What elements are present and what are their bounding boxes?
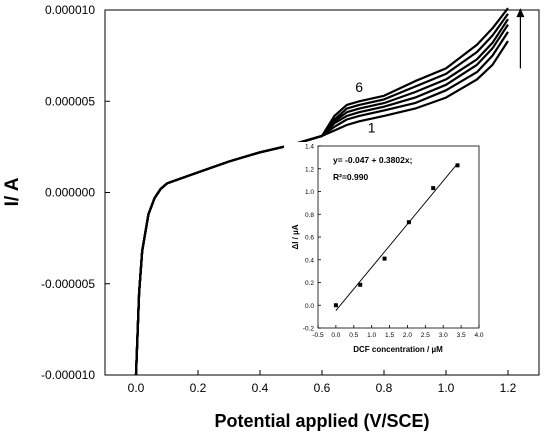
main-y-ticks: -0.000010 -0.000005 0.000000 0.000005 0.0000… [41,3,110,382]
inset-x-tick-label: 0.0 [331,332,340,339]
inset-equation: y= -0.047 + 0.3802x; [333,155,413,165]
main-x-tick-label: 0.4 [252,381,269,395]
inset-x-tick-label: 3.0 [439,332,448,339]
inset-fit-line-group [335,163,458,311]
inset-data-point [358,282,363,287]
curve-label-6: 6 [355,79,363,95]
main-x-tick-label: 0.2 [190,381,207,395]
inset-y-tick-label: 0.0 [305,303,314,310]
main-y-tick-label: 0.000010 [45,3,95,17]
main-y-tick-label: -0.000005 [41,277,95,291]
inset-y-tick-label: 0.8 [305,212,314,219]
inset-points [333,163,460,308]
main-x-tick-label: 0.6 [314,381,331,395]
main-x-tick-label: 0.8 [376,381,393,395]
inset-x-axis-title: DCF concentration / µM [353,345,443,354]
main-chart: 0.0 0.2 0.4 0.6 0.8 1.0 1.2 -0.000010 -0.000005… [2,3,540,431]
inset-r-squared: R²=0.990 [333,172,368,182]
inset-y-tick-label: 1.0 [305,189,314,196]
inset-data-point [406,220,411,225]
main-y-axis-title: I/ A [2,177,23,206]
inset-data-point [382,256,387,261]
inset-y-tick-label: -0.2 [303,326,315,333]
inset-x-tick-label: 2.0 [403,332,412,339]
main-x-axis-title: Potential applied (V/SCE) [214,411,429,431]
inset-x-tick-label: 3.5 [457,332,466,339]
main-series-group [134,7,509,376]
inset-data-point [431,186,436,191]
main-series-line-6 [134,7,509,376]
inset-background [284,142,484,355]
main-x-tick-label: 1.0 [438,381,455,395]
curve-label-1: 1 [368,119,376,135]
inset-y-tick-label: 0.2 [305,280,314,287]
inset-x-tick-label: 1.0 [367,332,376,339]
inset-chart: -0.5 0.0 0.5 1.0 1.5 2.0 2.5 3.0 3.5 4.0 -0.2 0.0 0… [284,142,484,355]
inset-x-tick-label: 0.5 [349,332,358,339]
main-x-tick-label: 0.0 [128,381,145,395]
main-x-ticks: 0.0 0.2 0.4 0.6 0.8 1.0 1.2 [128,370,517,395]
main-y-tick-label: 0.000000 [45,186,95,200]
inset-y-tick-label: 0.6 [305,235,314,242]
inset-y-tick-label: 1.2 [305,166,314,173]
inset-y-axis-title: ΔI / µA [291,224,300,249]
arrow-icon [516,8,525,69]
inset-x-tick-label: -0.5 [312,332,324,339]
inset-y-tick-label: 0.4 [305,257,314,264]
main-x-tick-label: 1.2 [500,381,517,395]
main-y-tick-label: -0.000010 [41,368,95,382]
inset-y-ticks: -0.2 0.0 0.2 0.4 0.6 0.8 1.0 1.2 1.4 [303,144,321,333]
main-y-tick-label: 0.000005 [45,94,95,108]
arrow-head [516,8,525,18]
inset-x-tick-label: 4.0 [474,332,483,339]
inset-fit-line [335,163,458,311]
inset-x-ticks: -0.5 0.0 0.5 1.0 1.5 2.0 2.5 3.0 3.5 4.0 [312,325,484,339]
inset-y-tick-label: 1.4 [305,144,314,151]
inset-data-point [333,303,338,308]
inset-x-tick-label: 1.5 [385,332,394,339]
inset-x-tick-label: 2.5 [421,332,430,339]
inset-data-point [455,163,460,168]
